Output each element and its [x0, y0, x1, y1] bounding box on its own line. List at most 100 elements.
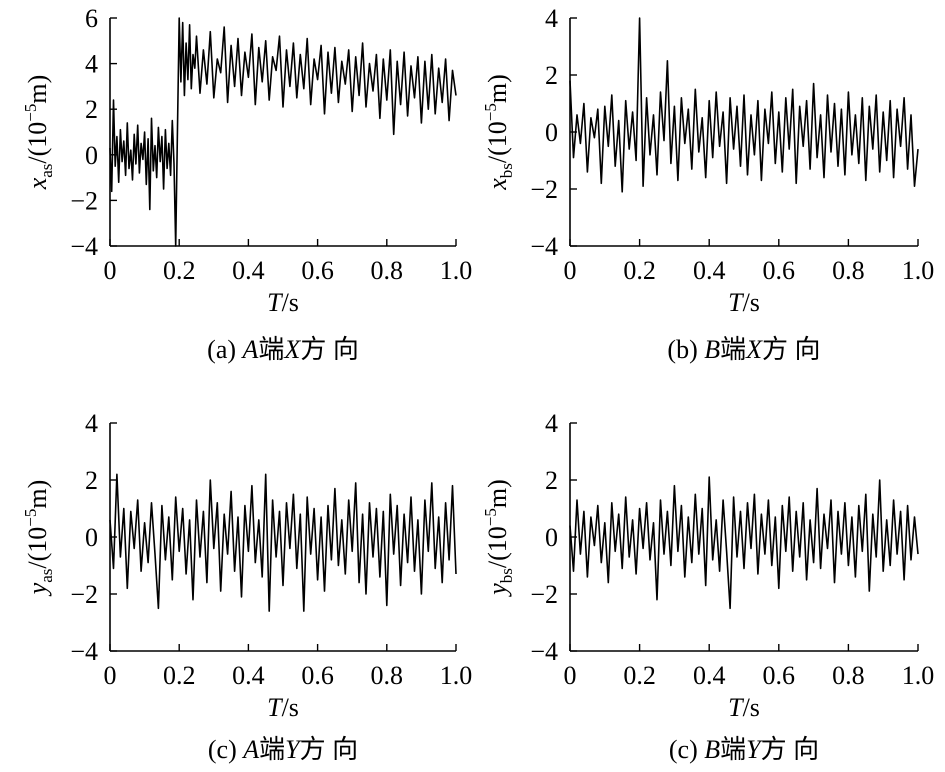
y-axis-label-exp: −5	[481, 103, 500, 121]
caption-letter: B	[704, 735, 720, 764]
y-tick-label-d-4: 4	[545, 409, 558, 438]
y-tick-label-b-4: 4	[545, 4, 558, 33]
x-axis-label-var: T	[728, 693, 744, 722]
y-tick-label-c-2: 0	[85, 523, 98, 552]
y-tick-label-a-1: −2	[70, 186, 98, 215]
series-line-c-0	[109, 473, 457, 612]
caption-a: (a) A端X方 向	[207, 335, 359, 364]
y-axis-label-sub: as	[37, 164, 56, 178]
series-line-d-0	[569, 476, 919, 610]
y-tick-label-a-3: 2	[85, 95, 98, 124]
y-axis-label-sub: bs	[497, 568, 516, 583]
x-tick-label-c-2: 0.4	[232, 661, 265, 690]
x-axis-label-unit: /s	[743, 288, 760, 317]
y-tick-label-d-1: −2	[530, 580, 558, 609]
caption-suffix: 方 向	[761, 735, 820, 764]
y-axis-label-unit-end: m)	[23, 75, 52, 104]
x-tick-label-d-1: 0.2	[623, 661, 656, 690]
y-axis-label-unit: /(10	[23, 527, 52, 569]
y-tick-label-b-1: −2	[530, 175, 558, 204]
panel-a: −4 −2 0 2 4 6 0 0.2 0.4 0.6 0.8 1.0 T/s xas/(10−5m) (a…	[21, 4, 472, 364]
caption-suffix: 方 向	[300, 735, 359, 764]
x-axis-label-b: T/s	[728, 288, 760, 317]
x-tick-label-a-2: 0.4	[232, 256, 265, 285]
y-tick-label-c-4: 4	[85, 409, 98, 438]
caption-suffix: 方 向	[762, 335, 821, 364]
series-line-b-0	[569, 17, 919, 193]
caption-mid: 端	[259, 735, 285, 764]
x-tick-label-c-1: 0.2	[163, 661, 196, 690]
x-tick-label-c-3: 0.6	[301, 661, 334, 690]
y-axis-label-exp: −5	[21, 509, 40, 527]
panel-c: −4 −2 0 2 4 0 0.2 0.4 0.6 0.8 1.0 T/s yas/(10−5m) (c)…	[21, 409, 472, 764]
caption-prefix: (c)	[208, 735, 243, 764]
x-axis-label-var: T	[267, 693, 283, 722]
y-tick-label-c-1: −2	[70, 580, 98, 609]
y-axis-label-unit: /(10	[23, 122, 52, 164]
caption-mid: 端	[720, 335, 746, 364]
x-axis-label-var: T	[267, 288, 283, 317]
caption-letter: A	[241, 335, 259, 364]
caption-prefix: (c)	[669, 735, 704, 764]
x-tick-label-b-5: 1.0	[902, 256, 935, 285]
caption-axis: Y	[746, 735, 763, 764]
y-axis-label-var: x	[23, 177, 52, 190]
caption-mid: 端	[258, 335, 284, 364]
x-tick-label-a-4: 0.8	[371, 256, 404, 285]
x-tick-label-d-4: 0.8	[832, 661, 865, 690]
caption-axis: X	[745, 335, 763, 364]
x-tick-label-b-0: 0	[564, 256, 577, 285]
y-tick-label-a-4: 4	[85, 50, 98, 79]
x-tick-label-b-4: 0.8	[832, 256, 865, 285]
y-tick-label-b-3: 2	[545, 61, 558, 90]
caption-letter: A	[241, 735, 259, 764]
caption-axis: X	[283, 335, 301, 364]
y-tick-label-a-0: −4	[70, 232, 98, 261]
x-axis-label-c: T/s	[267, 693, 299, 722]
y-axis-label-unit: /(10	[483, 121, 512, 163]
x-axis-label-d: T/s	[728, 693, 760, 722]
y-axis-label-unit: /(10	[483, 526, 512, 568]
x-tick-label-b-3: 0.6	[763, 256, 796, 285]
y-tick-label-c-3: 2	[85, 466, 98, 495]
caption-b: (b) B端X方 向	[667, 335, 820, 364]
x-axis-label-unit: /s	[282, 693, 299, 722]
y-axis-label-b: xbs/(10−5m)	[481, 74, 516, 191]
x-tick-label-a-1: 0.2	[163, 256, 196, 285]
y-axis-label-unit-end: m)	[483, 479, 512, 508]
caption-d: (c) B端Y方 向	[669, 735, 819, 764]
y-tick-label-b-0: −4	[530, 232, 558, 261]
x-tick-label-b-2: 0.4	[693, 256, 726, 285]
x-axis-label-unit: /s	[743, 693, 760, 722]
caption-c: (c) A端Y方 向	[208, 735, 358, 764]
y-tick-label-b-2: 0	[545, 118, 558, 147]
y-axis-label-unit-end: m)	[483, 74, 512, 103]
x-axis-label-unit: /s	[282, 288, 299, 317]
caption-prefix: (b)	[667, 335, 704, 364]
y-axis-label-exp: −5	[21, 104, 40, 122]
y-axis-label-var: y	[483, 583, 512, 598]
x-tick-label-d-5: 1.0	[902, 661, 935, 690]
y-axis-label-unit-end: m)	[23, 480, 52, 509]
x-tick-label-c-0: 0	[104, 661, 117, 690]
caption-suffix: 方 向	[300, 335, 359, 364]
x-tick-label-d-0: 0	[564, 661, 577, 690]
y-axis-label-var: x	[483, 178, 512, 191]
y-axis-label-d: ybs/(10−5m)	[481, 479, 516, 598]
x-tick-label-a-3: 0.6	[301, 256, 334, 285]
y-axis-label-c: yas/(10−5m)	[21, 480, 56, 598]
caption-mid: 端	[720, 735, 746, 764]
x-tick-label-b-1: 0.2	[623, 256, 656, 285]
y-tick-label-d-2: 0	[545, 523, 558, 552]
y-axis-label-var: y	[23, 582, 52, 597]
x-tick-label-c-4: 0.8	[371, 661, 404, 690]
x-tick-label-c-5: 1.0	[440, 661, 473, 690]
x-tick-label-a-0: 0	[104, 256, 117, 285]
y-tick-label-a-5: 6	[85, 4, 98, 33]
x-tick-label-d-3: 0.6	[763, 661, 796, 690]
y-tick-label-d-3: 2	[545, 466, 558, 495]
x-tick-label-a-5: 1.0	[440, 256, 473, 285]
caption-prefix: (a)	[207, 335, 242, 364]
